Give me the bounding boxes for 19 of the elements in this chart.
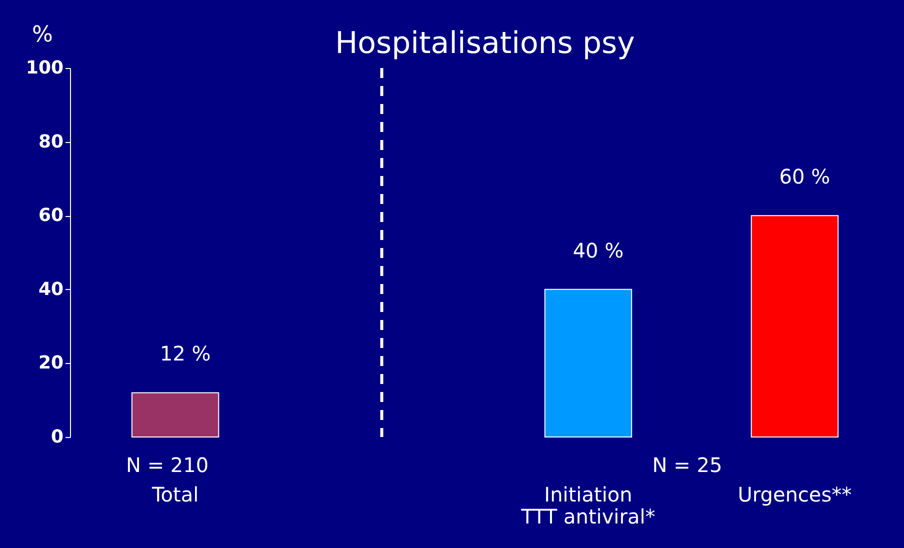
text: N = 210 [126,453,209,477]
data-label: 12 % [160,342,211,366]
y-tick-label: 40 [38,278,64,300]
y-tick-label: 100 [26,58,64,78]
y-tick-label: 60 [38,205,64,226]
y-tick-label: 80 [38,131,64,152]
x-tick-label: Initiation TTT antiviral* [520,482,656,528]
y-tick-label: 20 [38,352,64,374]
data-label: 60 % [779,164,830,189]
data-label: 40 % [572,238,624,262]
bar [544,288,632,438]
y-axis-title: % [32,22,53,48]
y-tick-label: 0 [50,426,64,448]
bar [750,215,839,438]
text: N = 25 [652,453,722,477]
x-tick-label: Total [150,482,199,506]
x-tick-label: Urgences** [738,482,852,506]
bar [131,392,220,438]
chart-title: Hospitalisations psy [335,26,635,61]
